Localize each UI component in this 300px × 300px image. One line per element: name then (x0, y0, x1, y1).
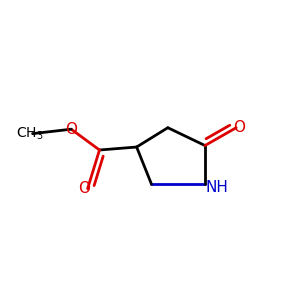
Text: O: O (65, 122, 77, 137)
Text: NH: NH (206, 180, 228, 195)
Text: O: O (79, 181, 91, 196)
Text: O: O (233, 120, 245, 135)
Text: CH$_3$: CH$_3$ (16, 125, 44, 142)
